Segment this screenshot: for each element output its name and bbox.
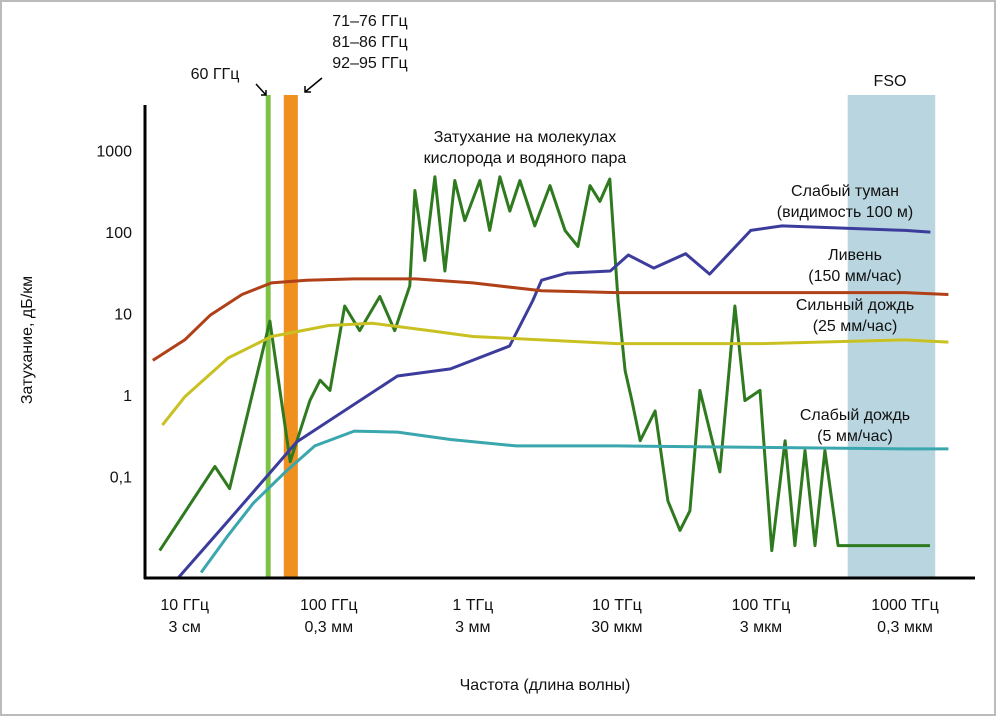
bands bbox=[265, 95, 936, 578]
x-tick-label: 10 ТГц bbox=[592, 597, 642, 614]
x-tick-label: 1 ТГц bbox=[452, 597, 493, 614]
x-tick-label: 100 ГГц bbox=[300, 597, 358, 614]
arrow bbox=[255, 83, 267, 96]
x-tick-sublabel: 0,3 мкм bbox=[877, 619, 933, 636]
series-line bbox=[199, 429, 949, 574]
x-axis-label: Частота (длина волны) bbox=[460, 677, 631, 694]
series-label: Затухание на молекулах bbox=[434, 129, 617, 146]
x-tick-sublabel: 0,3 мм bbox=[304, 619, 353, 636]
x-tick-label: 10 ГГц bbox=[160, 597, 209, 614]
band bbox=[283, 95, 298, 578]
series-label-note: (5 мм/час) bbox=[817, 428, 893, 445]
band-label: 81–86 ГГц bbox=[332, 34, 407, 51]
series-label-note: кислорода и водяного пара bbox=[424, 150, 627, 167]
y-axis-label: Затухание, дБ/км bbox=[19, 276, 36, 404]
band-label: 92–95 ГГц bbox=[332, 55, 407, 72]
x-tick-sublabel: 3 см bbox=[169, 619, 201, 636]
band-label: FSO bbox=[874, 73, 907, 90]
series-label: Ливень bbox=[828, 247, 882, 264]
x-tick-sublabel: 3 мкм bbox=[740, 619, 782, 636]
y-tick-label: 1 bbox=[123, 388, 132, 405]
series-line bbox=[158, 175, 930, 553]
series-label: Слабый дождь bbox=[800, 407, 910, 424]
arrow bbox=[304, 77, 323, 93]
y-tick-label: 10 bbox=[114, 307, 132, 324]
series-label: Слабый туман bbox=[791, 183, 899, 200]
y-tick-label: 100 bbox=[105, 225, 132, 242]
lines bbox=[151, 175, 949, 579]
band-label: 71–76 ГГц bbox=[332, 13, 407, 30]
x-tick-sublabel: 30 мкм bbox=[591, 619, 642, 636]
series-label-note: (150 мм/час) bbox=[808, 268, 901, 285]
series-label-note: (видимость 100 м) bbox=[777, 204, 914, 221]
y-tick-label: 1000 bbox=[96, 143, 132, 160]
series-line bbox=[151, 277, 949, 362]
series-label: Сильный дождь bbox=[796, 297, 914, 314]
series-line bbox=[161, 321, 949, 427]
x-tick-label: 1000 ТГц bbox=[871, 597, 939, 614]
band bbox=[847, 95, 936, 578]
series-line bbox=[176, 224, 931, 579]
x-tick-sublabel: 3 мм bbox=[455, 619, 490, 636]
series-label-note: (25 мм/час) bbox=[813, 318, 898, 335]
x-tick-label: 100 ТГц bbox=[732, 597, 791, 614]
band-label: 60 ГГц bbox=[191, 66, 240, 83]
y-tick-label: 0,1 bbox=[110, 470, 132, 487]
